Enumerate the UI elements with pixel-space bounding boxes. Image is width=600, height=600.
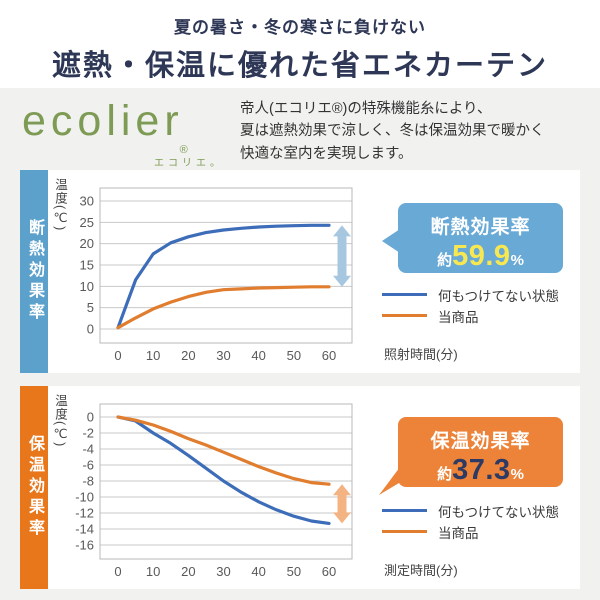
insulation-side-bar: 断熱効果率 [20,170,48,373]
legend: 何もつけてない状態 当商品 [382,500,559,542]
svg-text:0: 0 [114,348,121,363]
legend-label: 何もつけてない状態 [438,288,559,304]
badge-value-number: 37.3 [452,454,511,486]
badge-value-prefix: 約 [437,466,453,483]
intro-section: ecolier® エコリエ。 帝人(エコリエ®)の特殊機能糸により、 夏は遮熱効… [0,92,600,170]
svg-text:-4: -4 [82,442,94,457]
insulation-side-label: 断熱効果率 [26,219,43,324]
header-subtitle: 夏の暑さ・冬の寒さに負けない [174,18,426,37]
registered-mark-icon: ® [179,144,188,156]
x-axis-label: 測定時間(分) [384,563,458,578]
y-axis-label: 温度(℃) [53,178,67,232]
svg-text:15: 15 [80,258,94,273]
svg-text:40: 40 [251,348,265,363]
description-line: 快適な室内を実現します。 [240,145,413,162]
legend-item: 当商品 [382,305,559,326]
svg-text:0: 0 [114,564,121,579]
product-description: 帝人(エコリエ®)の特殊機能糸により、 夏は遮熱効果で涼しく、冬は保温効果で暖か… [240,98,590,165]
svg-text:10: 10 [80,279,94,294]
legend-swatch-blue [382,293,427,296]
svg-text:-12: -12 [75,506,94,521]
page-title: 遮熱・保温に優れた省エネカーテン [51,50,548,82]
svg-text:60: 60 [322,564,336,579]
legend-label: 当商品 [438,525,479,541]
badge-tail-icon [382,229,400,253]
insulation-effect-badge: 断熱効果率 約59.9% [382,203,563,273]
badge-value-suffix: % [510,252,524,269]
main: ecolier® エコリエ。 帝人(エコリエ®)の特殊機能糸により、 夏は遮熱効… [0,88,600,600]
svg-text:30: 30 [216,348,230,363]
badge-value-number: 59.9 [452,240,511,272]
brand-logo-ruby: エコリエ。 [154,158,224,169]
legend-label: 当商品 [438,309,479,325]
legend-swatch-orange [382,530,427,533]
svg-text:-16: -16 [75,538,94,553]
badge-value-suffix: % [510,466,524,483]
svg-text:20: 20 [181,348,195,363]
legend-item: 何もつけてない状態 [382,500,559,521]
brand-logo-text: ecolier [22,97,184,145]
svg-text:30: 30 [216,564,230,579]
brand-logo: ecolier® エコリエ。 [22,97,232,170]
svg-text:-8: -8 [82,474,94,489]
badge-value: 約59.9% [398,240,563,273]
svg-text:60: 60 [322,348,336,363]
svg-text:-2: -2 [82,426,94,441]
heat-retention-side-bar: 保温効果率 [20,386,48,589]
svg-text:50: 50 [287,348,301,363]
svg-text:0: 0 [87,410,94,425]
legend-item: 何もつけてない状態 [382,284,559,305]
svg-text:20: 20 [80,236,94,251]
svg-text:-10: -10 [75,490,94,505]
badge-title: 断熱効果率 [430,217,531,238]
svg-text:10: 10 [146,348,160,363]
description-line: 夏は遮熱効果で涼しく、冬は保温効果で暖かく [240,123,545,140]
badge-value-prefix: 約 [437,252,453,269]
badge-value: 約37.3% [398,454,563,487]
svg-text:40: 40 [251,564,265,579]
heat-retention-line-chart: 0-2-4-6-8-10-12-14-160 10 20 30 40 50 60 [75,403,353,579]
y-axis-label: 温度(℃) [53,394,67,448]
heat-retention-effect-badge: 保温効果率 約37.3% [379,417,563,495]
svg-text:-6: -6 [82,458,94,473]
legend: 何もつけてない状態 当商品 [382,284,559,326]
svg-text:5: 5 [87,300,94,315]
heat-retention-side-label: 保温効果率 [26,435,43,540]
x-axis-label: 照射時間(分) [384,347,458,362]
header: 夏の暑さ・冬の寒さに負けない 遮熱・保温に優れた省エネカーテン [0,0,600,88]
legend-label: 何もつけてない状態 [438,504,559,520]
heat-retention-section: 保温効果率 温度(℃) 0 -2 -4 -6 -8 -10 -12 -14 -16 0 10 20 30… [20,386,580,589]
svg-text:20: 20 [181,564,195,579]
legend-swatch-blue [382,509,427,512]
description-line: 帝人(エコリエ®)の特殊機能糸により、 [240,101,492,117]
legend-swatch-orange [382,314,427,317]
insulation-section: 断熱効果率 温度(℃) 30 25 20 15 10 5 0 0 10 20 30 40 50 60 照射… [20,170,580,373]
svg-text:10: 10 [146,564,160,579]
svg-text:30: 30 [80,194,94,209]
svg-text:0: 0 [87,322,94,337]
svg-text:-14: -14 [75,522,94,537]
svg-text:50: 50 [287,564,301,579]
badge-title: 保温効果率 [430,431,531,452]
legend-item: 当商品 [382,521,559,542]
svg-text:25: 25 [80,215,94,230]
